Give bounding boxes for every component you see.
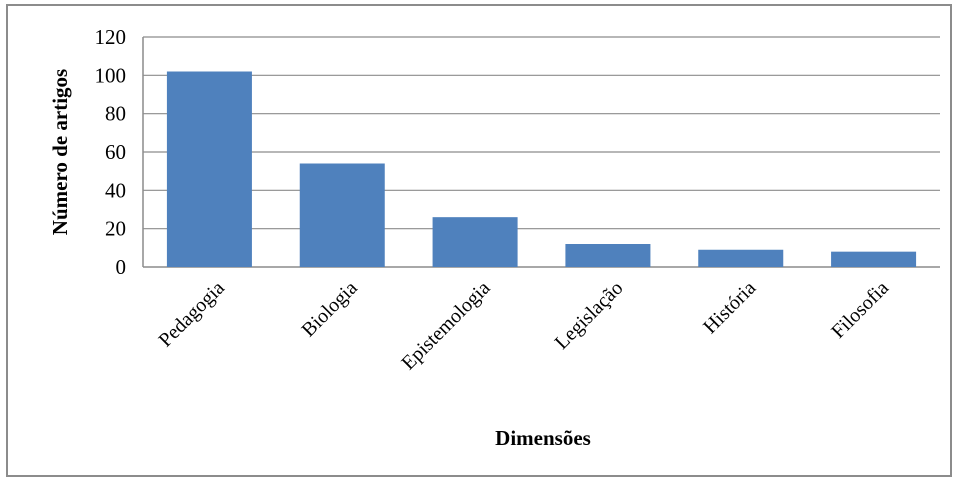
x-tick-label: Filosofia — [827, 277, 893, 343]
bar-6 — [831, 251, 917, 267]
y-tick-label: 100 — [95, 63, 127, 87]
y-tick-label: 60 — [105, 140, 126, 164]
bars — [166, 71, 917, 267]
gridlines — [142, 36, 940, 268]
bar-5 — [698, 249, 784, 267]
y-tick-label: 80 — [105, 102, 126, 126]
x-tick-label: Legislação — [551, 277, 628, 354]
x-tick-label: Biologia — [298, 277, 362, 341]
x-axis-title: Dimensões — [495, 426, 591, 450]
y-tick-label: 0 — [116, 255, 127, 279]
bar-2 — [299, 163, 385, 267]
y-axis-title: Número de artigos — [48, 69, 72, 235]
x-tick-label: Pedagogia — [154, 277, 229, 352]
bar-3 — [432, 217, 518, 267]
x-tick-label: História — [699, 277, 760, 338]
y-tick-label: 120 — [95, 25, 127, 49]
bar-4 — [565, 244, 651, 267]
y-tick-label: 40 — [105, 178, 126, 202]
y-axis-ticks: 0 20 40 60 80 100 120 — [95, 25, 127, 279]
x-axis-labels: Pedagogia Biologia Epistemologia Legislação… — [154, 277, 893, 374]
bar-1 — [166, 71, 252, 267]
x-tick-label: Epistemologia — [397, 277, 494, 374]
y-tick-label: 20 — [105, 217, 126, 241]
